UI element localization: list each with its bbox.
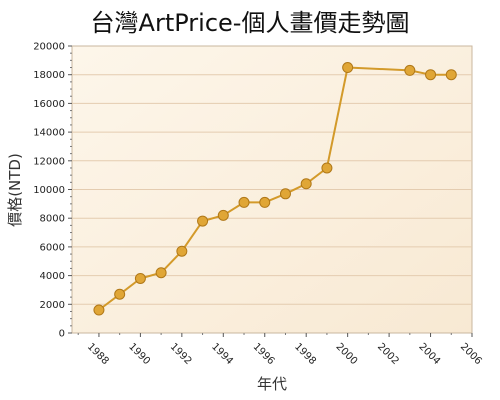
y-tick-label: 20000 (33, 42, 65, 53)
y-tick-label: 0 (59, 329, 65, 340)
x-tick-label: 1988 (85, 341, 111, 367)
data-point (259, 196, 271, 208)
y-axis-label: 價格(NTD) (6, 153, 24, 227)
x-tick-label: 1998 (292, 341, 318, 367)
x-tick-label: 2000 (334, 341, 360, 367)
x-axis-label: 年代 (257, 375, 287, 393)
data-point (404, 64, 416, 76)
data-point (155, 267, 167, 279)
data-point (197, 215, 209, 227)
data-point (176, 245, 188, 257)
data-point (93, 304, 105, 316)
x-tick-label: 1992 (168, 341, 194, 367)
y-tick-label: 14000 (33, 128, 65, 139)
y-tick-label: 2000 (40, 300, 65, 311)
x-tick-label: 2006 (458, 341, 484, 367)
chart-title: 台灣ArtPrice-個人畫價走勢圖 (91, 9, 410, 37)
series (93, 62, 457, 316)
y-tick-label: 10000 (33, 185, 65, 196)
x-axis: 1988 1990 1992 1994 1996 1998 2000 2002 2004 2006 (77, 333, 484, 367)
x-tick-label: 1990 (126, 341, 152, 367)
x-tick-label: 2002 (375, 341, 401, 367)
x-tick-label: 1994 (209, 341, 235, 367)
data-point (300, 178, 312, 190)
y-tick-label: 18000 (33, 70, 65, 81)
y-tick-label: 8000 (40, 214, 65, 225)
data-point (114, 288, 126, 300)
y-tick-label: 6000 (40, 242, 65, 253)
data-point (321, 162, 333, 174)
x-tick-label: 2004 (416, 341, 442, 367)
data-point (217, 209, 229, 221)
x-tick-label: 1996 (251, 341, 277, 367)
y-tick-label: 12000 (33, 156, 65, 167)
data-point (134, 272, 146, 284)
data-point (425, 69, 437, 81)
y-tick-label: 4000 (40, 271, 65, 282)
y-axis: 0 2000 4000 6000 8000 10000 12000 14000 16000 180… (33, 42, 72, 340)
data-point (342, 62, 354, 74)
data-point (238, 196, 250, 208)
data-point (445, 69, 457, 81)
series-line (98, 66, 452, 311)
data-point (279, 188, 291, 200)
y-tick-label: 16000 (33, 99, 65, 110)
